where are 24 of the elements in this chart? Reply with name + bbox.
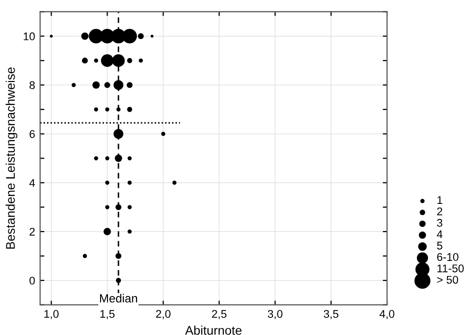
x-tick-label: 1,5 bbox=[100, 310, 115, 320]
legend-label: 11-50 bbox=[437, 264, 464, 272]
y-tick-label: 10 bbox=[24, 32, 35, 40]
legend-label: 6-10 bbox=[437, 253, 458, 261]
legend-label: 4 bbox=[436, 230, 442, 238]
ref-line-label: Median bbox=[100, 294, 138, 303]
y-tick-label: 4 bbox=[29, 179, 35, 187]
x-tick-label: 4,0 bbox=[380, 310, 394, 320]
x-tick-label: 3,0 bbox=[268, 310, 282, 320]
y-tick-label: 2 bbox=[30, 228, 35, 236]
x-tick-label: 2,5 bbox=[212, 310, 226, 320]
y-tick-label: 6 bbox=[30, 130, 35, 138]
legend-label: > 50 bbox=[437, 276, 458, 284]
x-axis-title: Abiturnote bbox=[185, 326, 242, 335]
legend-label: 3 bbox=[437, 218, 442, 227]
legend-label: 5 bbox=[437, 242, 442, 250]
y-axis-title: Bestandene Leistungsnachweise bbox=[6, 67, 18, 249]
x-tick-label: 3,5 bbox=[324, 310, 338, 320]
x-tick-label: 2,0 bbox=[156, 310, 171, 320]
x-tick-label: 1,0 bbox=[44, 310, 59, 320]
y-tick-label: 8 bbox=[30, 81, 35, 90]
legend-label: 1 bbox=[437, 196, 442, 204]
legend-label: 2 bbox=[437, 208, 442, 216]
y-tick-label: 0 bbox=[30, 276, 35, 285]
